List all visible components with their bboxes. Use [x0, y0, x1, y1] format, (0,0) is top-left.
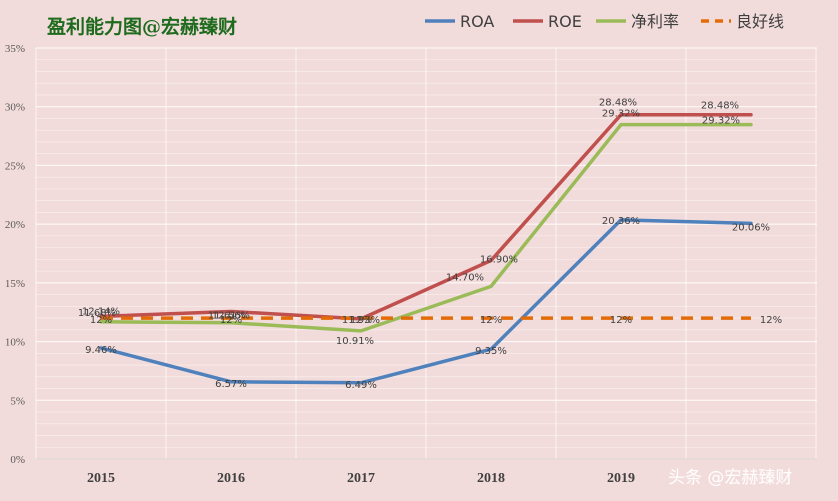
data-label-ROE: 16.90% — [480, 255, 518, 266]
label-layer: 9.46%6.57% 6.49%9.35%20.36%20.06%12.14% 12… — [78, 98, 782, 391]
x-tick-label: 2017 — [347, 471, 375, 486]
data-label-净利率: 11.61% — [208, 311, 246, 322]
x-tick-label: 2019 — [607, 471, 635, 486]
data-label-ROA: 6.57% — [215, 379, 247, 390]
x-tick-label: 2015 — [87, 471, 115, 486]
series-line-净利率 — [99, 122, 753, 333]
data-label-ROA: 9.46% — [85, 345, 117, 356]
data-label-良好线: 12% — [220, 315, 242, 326]
watermark: 头条 @宏赫臻财 — [668, 468, 792, 488]
y-tick-label: 10% — [5, 337, 25, 349]
series-line-ROE — [99, 112, 753, 321]
y-tick-label: 5% — [10, 395, 25, 407]
series-line-ROA — [99, 218, 753, 385]
data-label-ROE: 29.32% — [602, 109, 640, 120]
data-label-良好线: 12% — [610, 315, 632, 326]
y-tick-label: 25% — [5, 160, 25, 172]
legend-label-ROA: ROA — [460, 12, 494, 31]
legend-label-净利率: 净利率 — [631, 12, 679, 31]
data-label-ROE: 11.93% — [342, 315, 380, 326]
y-tick-label: 20% — [5, 219, 25, 231]
data-label-ROA: 9.35% — [475, 346, 507, 357]
y-tick-label: 0% — [10, 454, 25, 466]
legend-label-ROE: ROE — [548, 12, 582, 31]
data-label-ROA: 6.49% — [345, 380, 377, 391]
data-label-净利率: 14.70% — [446, 272, 484, 283]
x-tick-label: 2018 — [477, 471, 505, 486]
x-tick-label: 2016 — [217, 471, 245, 486]
data-label-良好线: 12% — [760, 315, 782, 326]
data-label-ROE: 12.56% — [212, 311, 250, 322]
axis-layer: 0% 5% 10% 15% 20% 25% 30% 35% 2015 2016 2017 2018 20… — [5, 43, 817, 486]
y-tick-label: 30% — [5, 102, 25, 114]
data-label-净利率: 11.68% — [78, 308, 116, 319]
chart-title: 盈利能力图@宏赫臻财 — [46, 15, 237, 38]
data-label-净利率: 10.91% — [336, 336, 374, 347]
data-label-ROE: 12.14% — [82, 306, 120, 317]
legend: ROA ROE 净利率 良好线 — [425, 12, 784, 31]
data-label-ROA: 20.06% — [732, 222, 770, 233]
data-label-良好线: 12% — [480, 315, 502, 326]
data-label-ROE: 28.48% — [701, 101, 739, 112]
data-label-净利率: 29.32% — [702, 116, 740, 127]
watermark-text: 头条 @宏赫臻财 — [668, 468, 792, 488]
legend-label-良好线: 良好线 — [736, 12, 784, 31]
data-label-ROA: 20.36% — [602, 216, 640, 227]
data-label-良好线: 12% — [350, 315, 372, 326]
data-label-净利率: 28.48% — [599, 98, 637, 109]
data-label-良好线: 12% — [90, 315, 112, 326]
y-tick-label: 15% — [5, 278, 25, 290]
series-layer — [99, 112, 753, 385]
y-tick-label: 35% — [5, 43, 25, 55]
